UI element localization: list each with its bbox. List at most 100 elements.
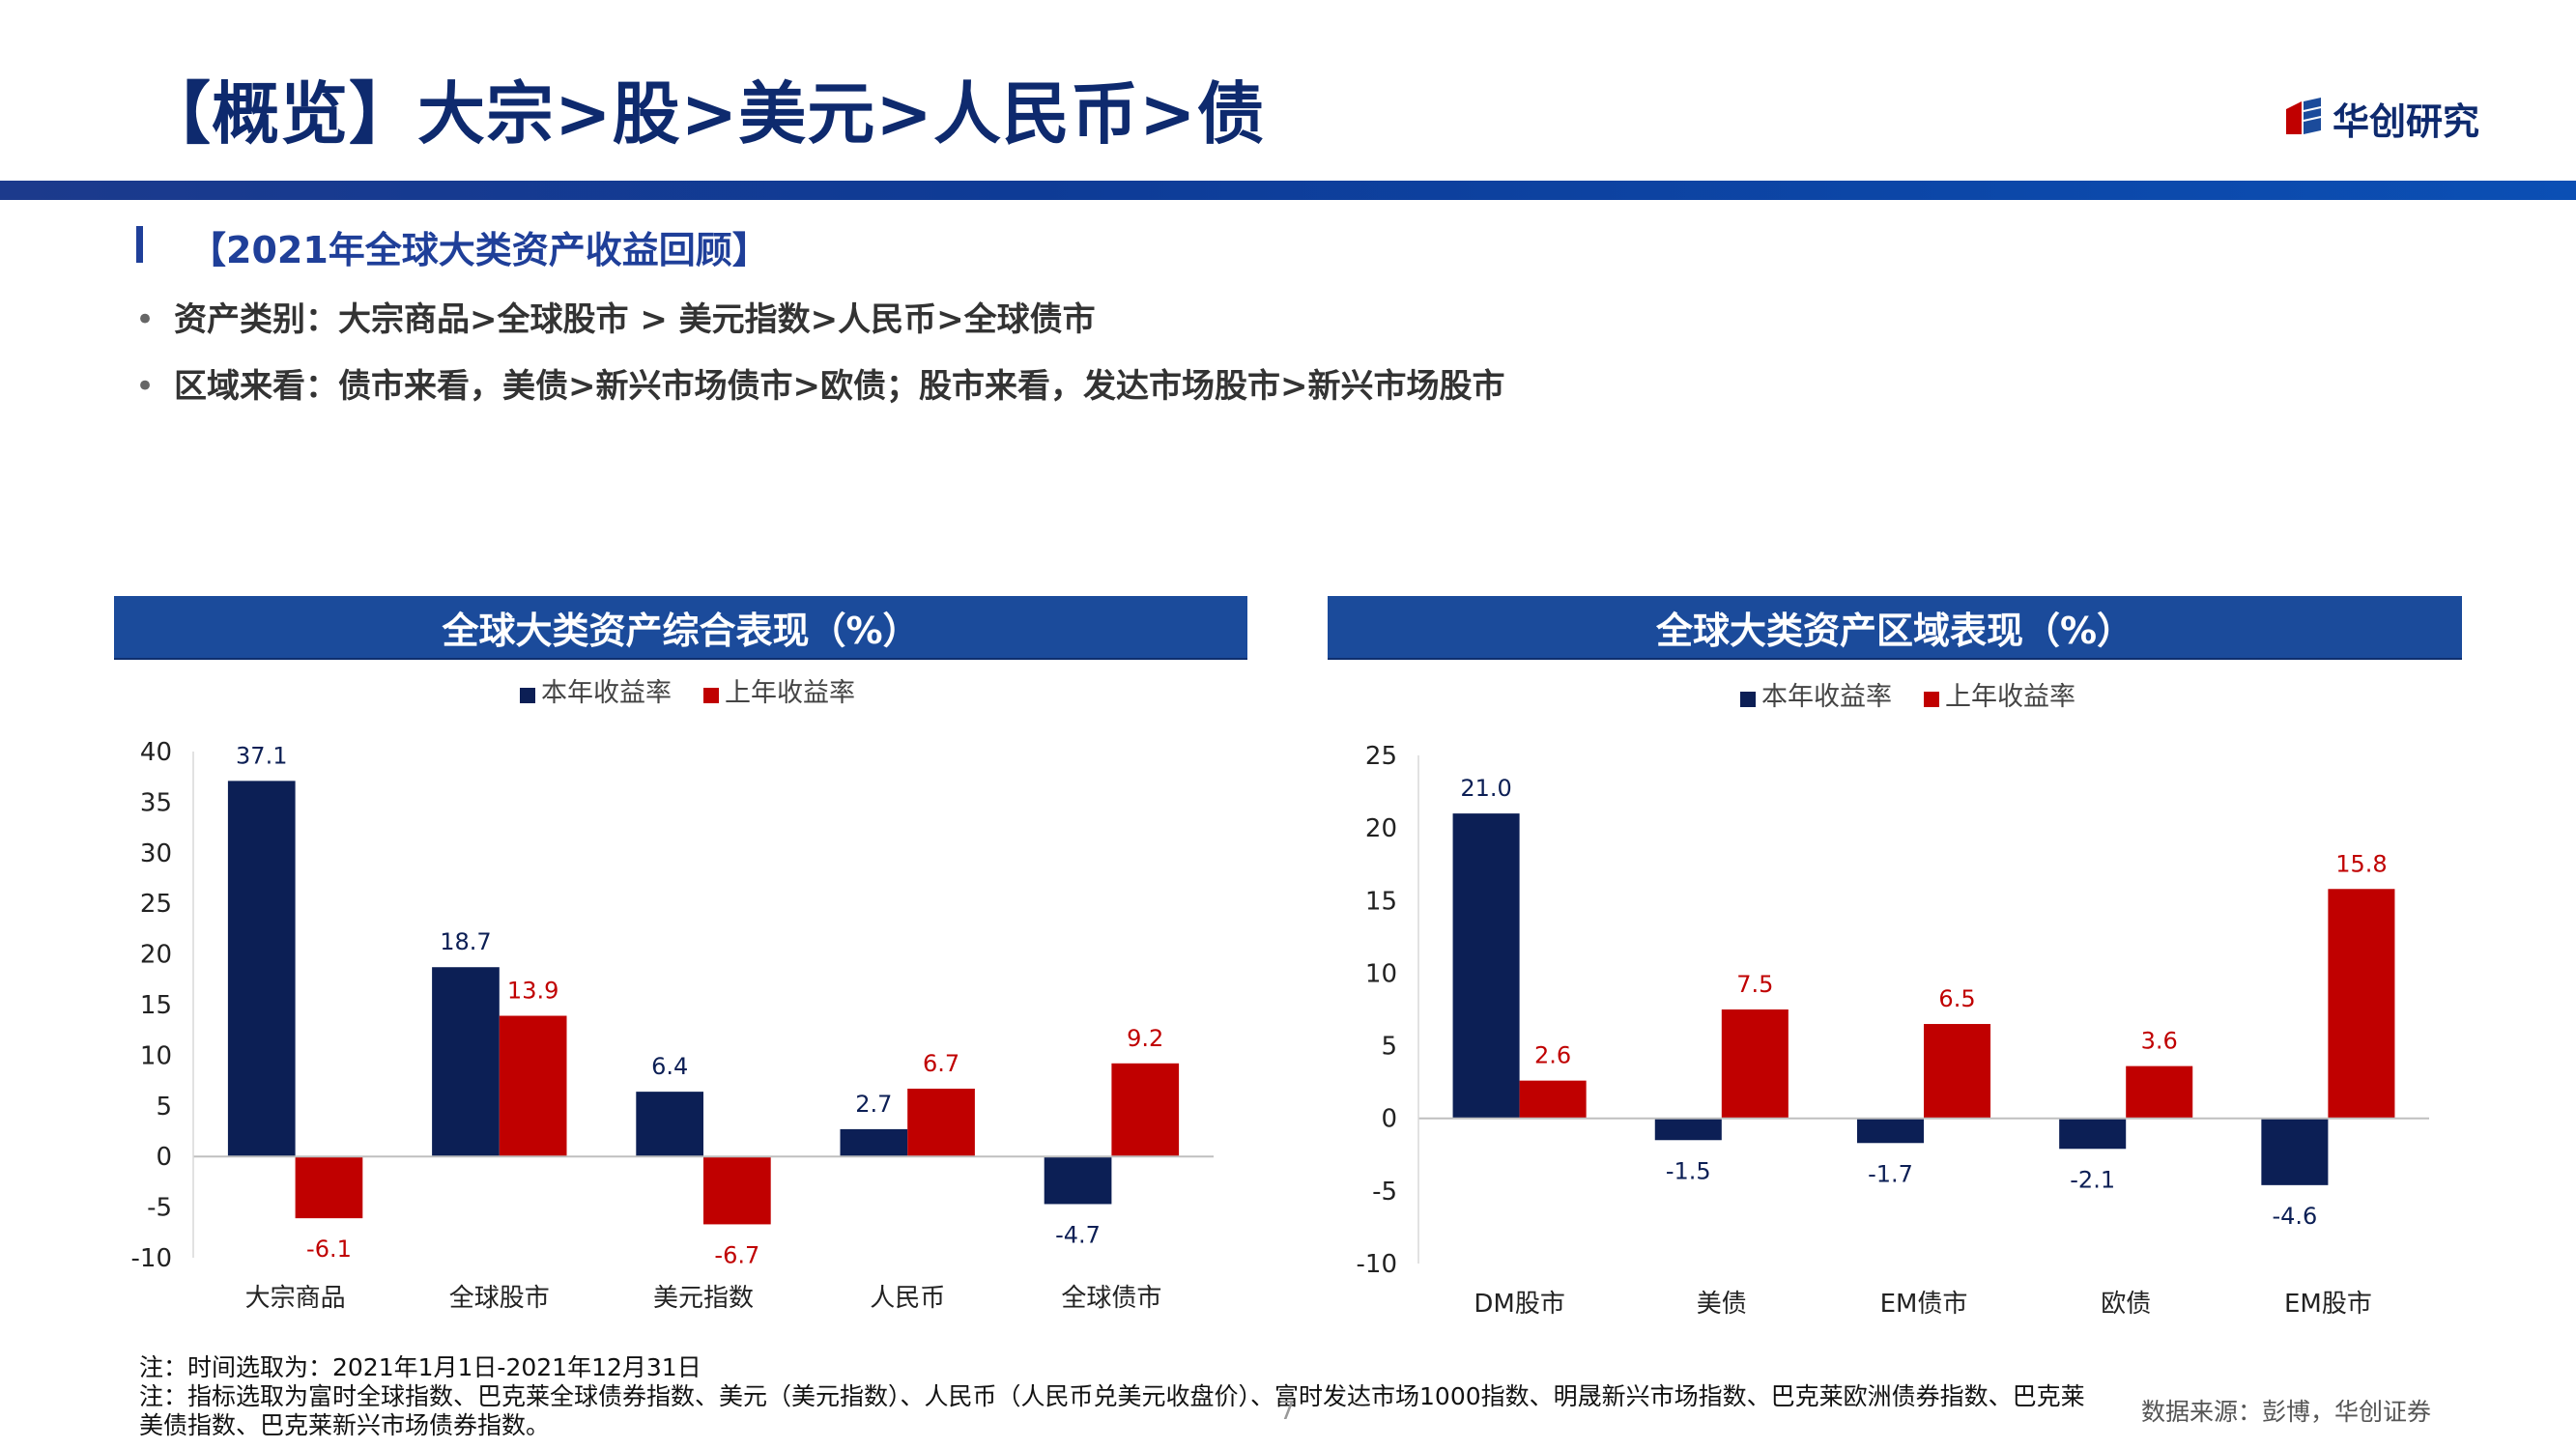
data-label: 9.2 bbox=[1127, 1025, 1163, 1052]
legend-swatch bbox=[703, 688, 719, 703]
data-label: 7.5 bbox=[1736, 971, 1773, 998]
y-tick-label: 35 bbox=[140, 788, 172, 817]
bullet-asset-class: • 资产类别：大宗商品>全球股市 > 美元指数>人民币>全球债市 bbox=[135, 293, 1096, 340]
y-tick-label: 0 bbox=[1381, 1105, 1397, 1134]
data-label: 6.5 bbox=[1938, 985, 1975, 1012]
y-tick-label: 15 bbox=[1365, 887, 1397, 916]
bar-previous bbox=[1111, 1063, 1180, 1157]
bar-current bbox=[840, 1128, 908, 1157]
brand-logo: 华创研究 bbox=[2280, 93, 2479, 143]
footnote-indices: 注：指标选取为富时全球指数、巴克莱全球债券指数、美元（美元指数）、人民币（人民币… bbox=[139, 1382, 2085, 1410]
region-bar-chart: 本年收益率 上年收益率 25 20 15 10 5 0 -5 -10 21.0 2.6 DM股市 -1.5… bbox=[1357, 682, 2429, 1319]
logo-text: 华创研究 bbox=[2333, 99, 2480, 143]
bar-previous bbox=[2328, 889, 2395, 1119]
bar-current bbox=[2261, 1118, 2329, 1185]
data-label: 37.1 bbox=[236, 742, 287, 769]
bar-previous bbox=[499, 1015, 567, 1157]
section-heading: 【2021年全球大类资产收益回顾】 bbox=[189, 229, 769, 271]
bar-current bbox=[1654, 1118, 1722, 1141]
y-tick-label: 25 bbox=[140, 890, 172, 919]
bar-current bbox=[1856, 1118, 1924, 1144]
page-title: 【概览】大宗>股>美元>人民币>债 bbox=[143, 74, 1266, 154]
logo-icon bbox=[2286, 98, 2322, 134]
bar-current bbox=[1452, 813, 1520, 1119]
data-label: -6.1 bbox=[306, 1236, 352, 1263]
bar-current bbox=[2059, 1118, 2127, 1150]
page-number: 7 bbox=[1279, 1397, 1296, 1426]
y-tick-label: 10 bbox=[140, 1041, 172, 1070]
y-tick-label: 40 bbox=[140, 738, 172, 767]
category-label: 人民币 bbox=[870, 1284, 945, 1313]
data-label: 18.7 bbox=[440, 928, 491, 955]
bar-current bbox=[636, 1092, 703, 1157]
category-label: 大宗商品 bbox=[245, 1284, 346, 1313]
legend-swatch bbox=[520, 688, 535, 703]
data-label: 2.6 bbox=[1534, 1042, 1571, 1069]
bar-previous bbox=[1924, 1024, 1991, 1119]
bar-previous bbox=[1721, 1009, 1789, 1119]
data-label: 21.0 bbox=[1460, 775, 1511, 802]
data-label: -4.6 bbox=[2272, 1203, 2317, 1230]
data-label: 2.7 bbox=[855, 1091, 892, 1118]
bullet-text: 区域来看：债市来看，美债>新兴市场债市>欧债；股市来看，发达市场股市>新兴市场股… bbox=[174, 367, 1505, 406]
category-label: 全球债市 bbox=[1061, 1284, 1161, 1313]
y-tick-label: 30 bbox=[140, 839, 172, 868]
bar-previous bbox=[2126, 1065, 2193, 1119]
category-label: DM股市 bbox=[1474, 1290, 1564, 1319]
data-label: -1.7 bbox=[1868, 1160, 1913, 1187]
y-tick-label: 5 bbox=[1381, 1033, 1397, 1062]
bar-current bbox=[1044, 1156, 1112, 1205]
y-tick-label: 20 bbox=[140, 941, 172, 970]
section-marker bbox=[136, 226, 143, 263]
y-tick-label: -5 bbox=[147, 1194, 172, 1223]
bullet-text: 资产类别：大宗商品>全球股市 > 美元指数>人民币>全球债市 bbox=[174, 300, 1096, 339]
category-label: 全球股市 bbox=[449, 1284, 550, 1313]
y-tick-label: -5 bbox=[1372, 1178, 1397, 1207]
data-label: -2.1 bbox=[2070, 1166, 2115, 1193]
data-label: -1.5 bbox=[1666, 1157, 1711, 1184]
title-divider-bar bbox=[0, 181, 2576, 200]
data-label: -4.7 bbox=[1055, 1221, 1101, 1248]
data-source: 数据来源：彭博，华创证券 bbox=[2141, 1398, 2432, 1426]
legend-label: 上年收益率 bbox=[1945, 682, 2075, 712]
data-label: 3.6 bbox=[2141, 1028, 2178, 1055]
bar-previous bbox=[1519, 1080, 1587, 1119]
legend-label: 本年收益率 bbox=[1761, 682, 1892, 712]
y-tick-label: 20 bbox=[1365, 814, 1397, 843]
legend-label: 本年收益率 bbox=[541, 678, 672, 708]
category-label: EM股市 bbox=[2284, 1290, 2372, 1319]
asset-class-bar-chart: 本年收益率 上年收益率 40 35 30 25 20 15 10 5 0 -5 -10 37.1 -6.1 大… bbox=[131, 678, 1214, 1313]
legend-label: 上年收益率 bbox=[725, 678, 855, 708]
data-label: 13.9 bbox=[507, 978, 558, 1005]
data-label: 15.8 bbox=[2335, 850, 2387, 877]
right-chart-title: 全球大类资产区域表现（%） bbox=[1328, 596, 2462, 660]
bar-current bbox=[227, 781, 296, 1157]
bullet-marker: • bbox=[135, 300, 156, 339]
footnote-indices-cont: 美债指数、巴克莱新兴市场债券指数。 bbox=[139, 1411, 551, 1439]
y-tick-label: 5 bbox=[156, 1093, 172, 1122]
category-label: 美债 bbox=[1697, 1290, 1747, 1319]
bar-previous bbox=[703, 1156, 771, 1225]
y-tick-label: 25 bbox=[1365, 742, 1397, 771]
bar-previous bbox=[907, 1088, 975, 1157]
bullet-marker: • bbox=[135, 367, 156, 406]
bar-current bbox=[432, 967, 500, 1157]
bullet-region: • 区域来看：债市来看，美债>新兴市场债市>欧债；股市来看，发达市场股市>新兴市场… bbox=[135, 359, 1504, 407]
footnote-time: 注：时间选取为：2021年1月1日-2021年12月31日 bbox=[139, 1353, 701, 1381]
category-label: 欧债 bbox=[2101, 1290, 2151, 1319]
left-chart-title: 全球大类资产综合表现（%） bbox=[114, 596, 1247, 660]
chart-legend: 本年收益率 上年收益率 bbox=[520, 678, 855, 708]
data-label: 6.4 bbox=[651, 1053, 688, 1080]
category-label: EM债市 bbox=[1880, 1290, 1968, 1319]
y-tick-label: 10 bbox=[1365, 959, 1397, 988]
legend-swatch bbox=[1924, 692, 1939, 707]
chart-legend: 本年收益率 上年收益率 bbox=[1740, 682, 2075, 712]
category-label: 美元指数 bbox=[653, 1284, 754, 1313]
data-label: -6.7 bbox=[714, 1241, 759, 1268]
y-tick-label: -10 bbox=[131, 1244, 172, 1273]
y-tick-label: -10 bbox=[1357, 1250, 1397, 1279]
bar-previous bbox=[295, 1156, 363, 1219]
y-tick-label: 0 bbox=[156, 1143, 172, 1172]
legend-swatch bbox=[1740, 692, 1756, 707]
data-label: 6.7 bbox=[923, 1050, 959, 1077]
